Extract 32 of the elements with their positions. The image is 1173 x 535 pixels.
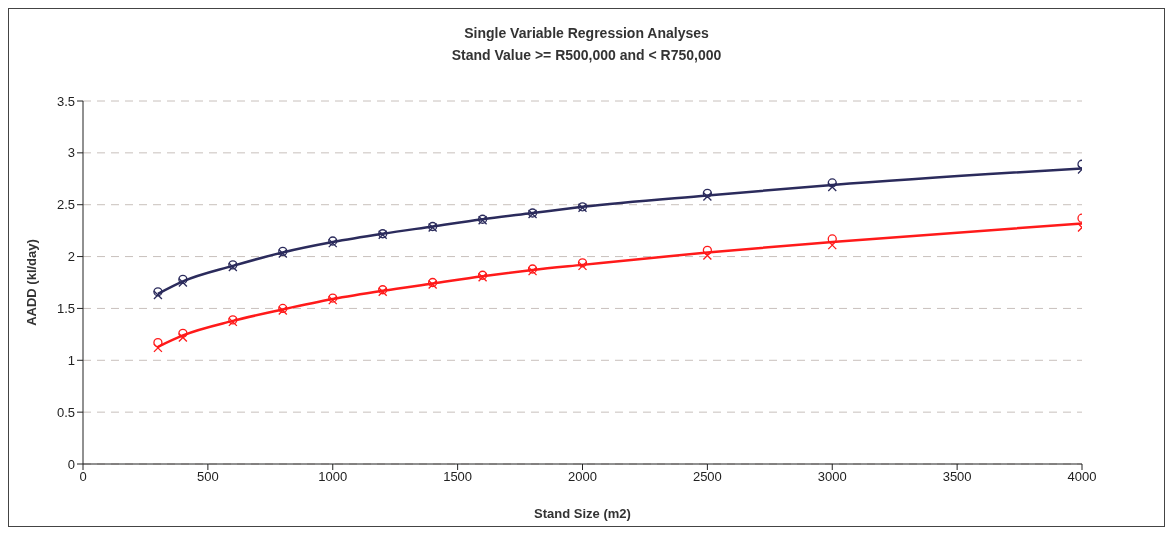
x-tick-label: 500 <box>197 469 219 485</box>
y-tick-label: 2 <box>67 249 75 265</box>
x-axis-title: Stand Size (m2) <box>534 506 631 521</box>
x-tick-label: 2000 <box>568 469 597 485</box>
x-tick-label: 1000 <box>318 469 348 485</box>
point <box>178 332 188 343</box>
x-tick-label: 0 <box>79 469 87 485</box>
point <box>153 338 163 348</box>
point <box>702 188 713 198</box>
y-tick-label: 3.5 <box>56 93 75 109</box>
point <box>702 191 713 202</box>
x-tick-label: 3000 <box>817 469 847 485</box>
y-tick-label: 3 <box>67 145 75 161</box>
point <box>827 178 837 188</box>
x-tick-label: 4000 <box>1067 469 1097 485</box>
point <box>153 343 163 353</box>
point <box>178 328 188 338</box>
y-tick-label: 0 <box>67 456 75 472</box>
point <box>827 182 837 192</box>
y-tick-label: 2.5 <box>56 197 75 213</box>
chart-subtitle: Stand Value >= R500,000 and < R750,000 <box>450 47 723 63</box>
point <box>702 250 713 261</box>
point <box>827 234 837 244</box>
x-tick-label: 1500 <box>443 469 473 485</box>
x-tick-label: 2500 <box>692 469 722 485</box>
y-tick-label: 1 <box>67 352 75 368</box>
y-axis-title: AADD (kl/day) <box>23 239 39 326</box>
chart-title: Single Variable Regression Analyses <box>463 25 710 41</box>
y-tick-label: 0.5 <box>56 404 75 420</box>
x-tick-label: 3500 <box>942 469 972 485</box>
point <box>702 245 713 255</box>
y-tick-label: 1.5 <box>56 301 75 317</box>
